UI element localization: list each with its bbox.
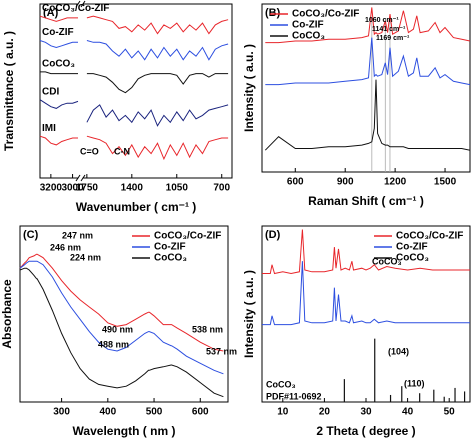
curve-label: CoCO₃/Co-ZIF [42,3,109,14]
x-tick-label: 500 [146,407,163,418]
x-tick-label: 30 [360,407,372,418]
annotation: 1060 cm⁻¹ [365,17,399,24]
legend-label: CoCO₃/Co-ZIF [396,231,463,242]
annotation: (110) [404,378,425,388]
annotation: (104) [388,346,409,356]
plot-frame [39,3,233,179]
annotation: 1141 cm⁻¹ [372,26,406,33]
annotation: 537 nm [206,346,237,356]
x-tick-label: 1750 [76,183,99,194]
spectrum-line [40,71,229,94]
panel-label: (B) [265,7,281,19]
legend-label: CoCO₃ [396,253,429,264]
legend-label: CoCO₃ [292,31,325,42]
spectrum-line [265,7,471,44]
x-axis-label: 2 Theta ( degree ) [316,424,415,438]
break-mark [80,0,86,8]
y-axis-label: Absorbance [0,279,14,349]
break-mark [75,0,81,8]
x-axis-label: Wavelength ( nm ) [73,424,176,438]
curve-label: CoCO₃ [42,59,75,70]
spectrum-line [265,37,471,86]
spectrum-line [39,99,229,127]
x-tick-label: 1200 [384,177,407,188]
panel-label: (A) [43,7,59,19]
x-tick-label: 3200 [40,183,63,194]
break-mark [80,174,86,182]
panel-label: (D) [265,229,281,241]
plot-frame [261,3,471,173]
x-tick-label: 700 [213,183,230,194]
x-axis-label: Raman Shift ( cm⁻¹ ) [308,194,424,208]
x-tick-label: 50 [444,407,456,418]
legend-label: Co-ZIF [396,242,428,253]
spectrum-line [39,135,229,161]
spectrum-line [19,253,224,352]
annotation: CoCO₃ [372,256,402,266]
x-axis-label: Wavenumber ( cm⁻¹ ) [76,200,197,214]
annotation: 538 nm [192,324,223,334]
x-tick-label: 3000 [61,183,84,194]
annotation: 490 nm [102,324,133,334]
x-tick-label: 600 [287,177,304,188]
x-tick-label: 20 [319,407,331,418]
legend-label: Co-ZIF [154,242,186,253]
annotation: 224 nm [70,252,101,262]
spectrum-line [262,261,470,326]
spectrum-line [39,40,229,61]
annotation: 488 nm [98,339,129,349]
x-tick-label: 300 [53,407,70,418]
spectrum-line [264,79,471,151]
spectrum-line [19,260,224,375]
y-axis-label: Intensity ( a.u. ) [242,270,256,358]
annotation: C-N [114,146,130,156]
y-axis-label: Intensity ( a.u. ) [242,44,256,132]
plot-frame [19,225,229,403]
spectrum-line [39,15,229,35]
curve-label: Co-ZIF [42,27,74,38]
x-tick-label: 900 [337,177,354,188]
x-tick-label: 10 [277,407,289,418]
curve-label: CDI [42,86,59,97]
plot-frame [261,225,471,403]
curve-label: IMI [42,123,56,134]
annotation: 1169 cm⁻¹ [376,35,410,42]
legend-label: CoCO₃/Co-ZIF [292,9,359,20]
legend-label: CoCO₃/Co-ZIF [154,231,221,242]
annotation: 247 nm [62,230,93,240]
spectrum-line [19,267,224,398]
x-tick-label: 600 [192,407,209,418]
x-tick-label: 40 [402,407,414,418]
legend-label: Co-ZIF [292,20,324,31]
x-tick-label: 1500 [434,177,457,188]
annotation: 246 nm [50,242,81,252]
x-tick-label: 1400 [121,183,144,194]
panel-label: (C) [23,229,39,241]
axis-break [78,3,83,179]
y-axis-label: Transmittance ( a.u. ) [2,31,16,151]
spectrum-line [262,229,470,275]
x-tick-label: 400 [99,407,116,418]
annotation: PDF#11-0692 [266,391,322,401]
legend-label: CoCO₃ [154,253,187,264]
break-mark [75,174,81,182]
x-tick-label: 1050 [166,183,189,194]
annotation: CoCO₃ [266,379,296,389]
annotation: C=O [80,146,99,156]
